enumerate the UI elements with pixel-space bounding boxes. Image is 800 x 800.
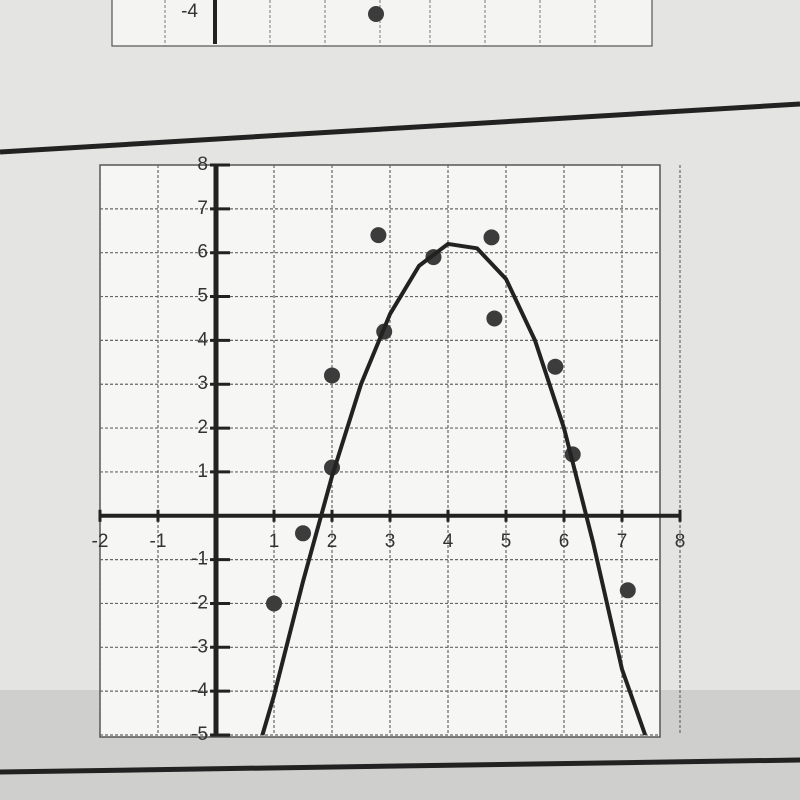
point [295, 525, 311, 542]
y-tick-label: 1 [197, 461, 208, 482]
x-tick-label: 7 [617, 531, 628, 552]
top-fragment: -4 [111, 0, 653, 47]
y-tick-label: 2 [197, 417, 208, 438]
point [324, 367, 340, 384]
point [486, 310, 503, 327]
point [370, 227, 387, 244]
y-tick-label: 3 [197, 373, 208, 394]
y-tick-label: 6 [197, 242, 208, 263]
rule [0, 757, 800, 775]
y-tick-label: -2 [191, 592, 208, 613]
y-tick-label: 8 [197, 154, 208, 175]
point [483, 229, 500, 246]
y-tick-label: 7 [197, 198, 208, 219]
x-tick-label: -1 [150, 531, 167, 552]
rule [0, 101, 800, 155]
x-tick-label: 8 [675, 531, 686, 552]
x-tick-label: 6 [559, 531, 570, 552]
plot: -2 -1 1 2 3 4 5 6 7 8 -5 -4 -3 -2 -1 1 2 3 4 5 6 7 8 [92, 154, 686, 745]
point [619, 582, 636, 599]
point [547, 358, 564, 375]
y-tick-label: 4 [197, 329, 208, 350]
x-tick-label: 5 [501, 531, 512, 552]
x-tick-label: 4 [443, 531, 454, 552]
y-tick-label: -3 [191, 636, 208, 657]
y-tick-label: -5 [191, 724, 208, 745]
y-tick-label: 5 [197, 286, 208, 307]
x-tick-label: 1 [269, 531, 280, 552]
x-tick-label: 3 [385, 531, 396, 552]
x-tick-label: -2 [92, 531, 109, 552]
fit-curve [260, 241, 648, 736]
point [266, 595, 282, 612]
y-tick-label: -1 [191, 549, 208, 570]
x-tick-label: 2 [327, 531, 338, 552]
y-tick-label: -4 [191, 680, 208, 701]
top-tick-label: -4 [181, 1, 198, 22]
